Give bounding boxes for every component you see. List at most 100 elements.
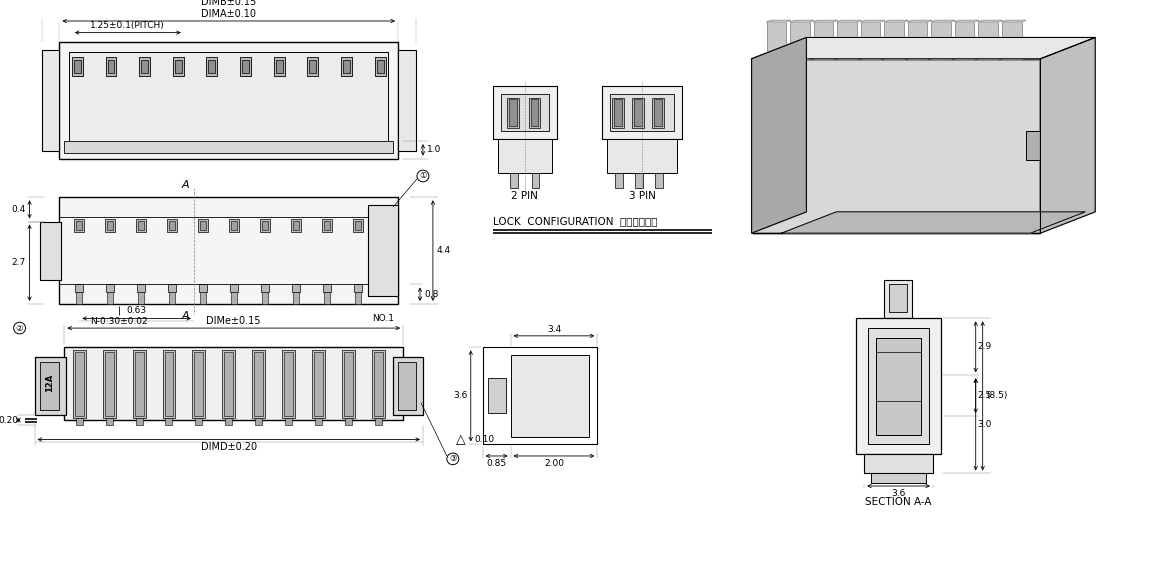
Text: 0.4: 0.4	[12, 205, 25, 214]
Bar	[172, 57, 184, 76]
Bar	[343, 60, 350, 74]
Bar	[322, 219, 332, 232]
Bar	[222, 350, 236, 418]
Bar	[107, 60, 115, 74]
Polygon shape	[979, 20, 1003, 22]
Bar	[603, 86, 682, 139]
Bar	[276, 60, 283, 74]
Bar	[76, 284, 83, 292]
Bar	[652, 97, 664, 127]
Bar	[230, 284, 238, 292]
Bar	[167, 219, 177, 232]
Text: 0.20: 0.20	[0, 416, 18, 424]
Bar	[76, 221, 83, 230]
Bar	[208, 60, 215, 74]
Bar	[752, 59, 1041, 233]
Text: 3.6: 3.6	[891, 489, 906, 499]
Polygon shape	[767, 20, 790, 22]
Bar	[291, 219, 301, 232]
Bar	[106, 418, 113, 425]
Text: NO.1: NO.1	[373, 314, 394, 323]
Bar	[60, 197, 398, 304]
Text: DIMe±0.15: DIMe±0.15	[207, 316, 261, 327]
Bar	[371, 350, 384, 418]
Bar	[492, 86, 558, 139]
Bar	[375, 57, 385, 76]
Bar	[868, 328, 929, 444]
Text: DIMA±0.10: DIMA±0.10	[201, 9, 256, 19]
Bar	[377, 60, 384, 74]
Text: 3.6: 3.6	[453, 391, 467, 401]
Bar	[323, 284, 331, 292]
Bar	[314, 352, 323, 416]
Bar	[353, 219, 363, 232]
Bar	[261, 284, 269, 292]
Bar	[105, 352, 114, 416]
Text: 2 PIN: 2 PIN	[511, 191, 538, 201]
Text: 12A: 12A	[45, 374, 54, 393]
Text: 4.4: 4.4	[437, 246, 451, 255]
Text: 2.00: 2.00	[544, 459, 564, 468]
Bar	[872, 474, 926, 483]
Bar	[884, 22, 904, 59]
Text: 2.5: 2.5	[978, 391, 992, 400]
Bar	[34, 357, 67, 415]
Bar	[656, 173, 664, 188]
Bar	[141, 60, 148, 74]
Bar	[138, 221, 144, 230]
Bar	[837, 22, 857, 59]
Bar	[954, 22, 974, 59]
Bar	[285, 418, 292, 425]
Bar	[607, 139, 677, 173]
Bar	[814, 22, 834, 59]
Polygon shape	[1041, 38, 1095, 233]
Bar	[252, 350, 266, 418]
Bar	[106, 57, 116, 76]
Text: 2.9: 2.9	[978, 342, 992, 351]
Polygon shape	[790, 20, 814, 22]
Polygon shape	[782, 212, 1086, 233]
Bar	[312, 350, 324, 418]
Polygon shape	[860, 20, 884, 22]
Bar	[74, 60, 81, 74]
Text: 2.7: 2.7	[12, 258, 25, 267]
Bar	[192, 350, 206, 418]
Text: ③: ③	[450, 455, 457, 463]
Bar	[368, 205, 398, 296]
Polygon shape	[752, 38, 1095, 59]
Text: 12A: 12A	[769, 120, 788, 129]
Text: 0.10: 0.10	[475, 435, 494, 444]
Bar	[132, 350, 146, 418]
Bar	[169, 292, 175, 304]
Bar	[262, 292, 268, 304]
Bar	[483, 347, 597, 444]
Bar	[76, 292, 83, 304]
Bar	[315, 418, 322, 425]
Bar	[500, 94, 550, 131]
Bar	[884, 280, 912, 318]
Bar	[162, 350, 176, 418]
Bar	[907, 22, 927, 59]
Polygon shape	[932, 20, 956, 22]
Bar	[231, 292, 237, 304]
Text: 0.85: 0.85	[486, 459, 507, 468]
Bar	[254, 352, 263, 416]
Bar	[102, 350, 116, 418]
Bar	[137, 219, 146, 232]
Bar	[632, 97, 644, 127]
Text: DIMB±0.15: DIMB±0.15	[201, 0, 256, 6]
Bar	[508, 100, 516, 126]
Text: LOCK  CONFIGURATION  （锁扣结构）: LOCK CONFIGURATION （锁扣结构）	[492, 217, 657, 226]
Text: 0.8: 0.8	[424, 290, 438, 299]
Bar	[198, 219, 208, 232]
Text: (8.5): (8.5)	[987, 391, 1009, 401]
Bar	[138, 292, 144, 304]
Bar	[284, 352, 293, 416]
Bar	[69, 52, 388, 149]
Bar	[200, 221, 206, 230]
Bar	[75, 219, 84, 232]
Bar	[393, 357, 423, 415]
Bar	[790, 22, 810, 59]
Bar	[41, 50, 60, 151]
Bar	[292, 284, 300, 292]
